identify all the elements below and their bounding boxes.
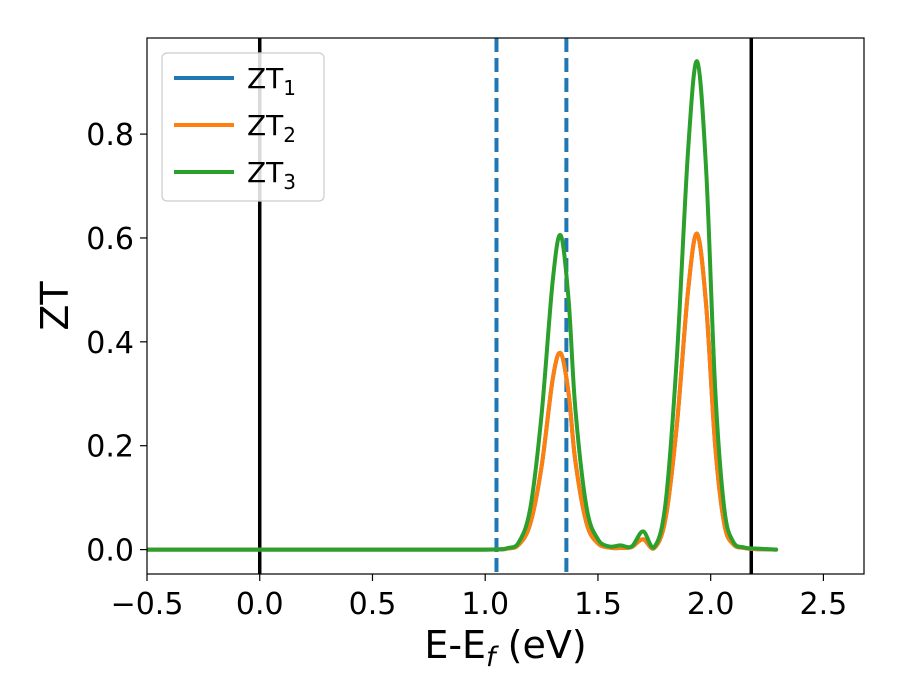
- y-tick-label: 0.8: [86, 118, 134, 153]
- y-tick-label: 0.6: [86, 222, 134, 257]
- legend: ZT1 ZT2 ZT3: [161, 52, 325, 202]
- legend-label-zt3: ZT3: [247, 156, 296, 194]
- x-tick-label: 2.0: [687, 587, 735, 622]
- legend-label-zt1: ZT1: [247, 62, 296, 100]
- axes-frame: [146, 37, 865, 575]
- series-line-zt3: [147, 59, 779, 552]
- y-tick-label: 0.2: [86, 430, 134, 465]
- y-tick-label: 0.0: [86, 534, 134, 569]
- y-axis-title: ZT: [33, 281, 77, 331]
- legend-label-zt2: ZT2: [247, 109, 296, 147]
- x-axis-title: E-Ef (eV): [424, 623, 586, 673]
- x-tick-label: 1.0: [461, 587, 509, 622]
- x-tick-label: 2.5: [800, 587, 848, 622]
- legend-box: [161, 52, 325, 202]
- y-tick-label: 0.4: [86, 326, 134, 361]
- x-tick-label: 0.5: [349, 587, 397, 622]
- x-tick-label: −0.5: [111, 587, 184, 622]
- axes: −0.5 0.0 0.5 1.0 1.5 2.0 2.5 0.0 0.2 0.4 0.6 0.8 E-E…: [33, 37, 865, 673]
- x-tick-label: 0.0: [236, 587, 284, 622]
- x-tick-label: 1.5: [574, 587, 622, 622]
